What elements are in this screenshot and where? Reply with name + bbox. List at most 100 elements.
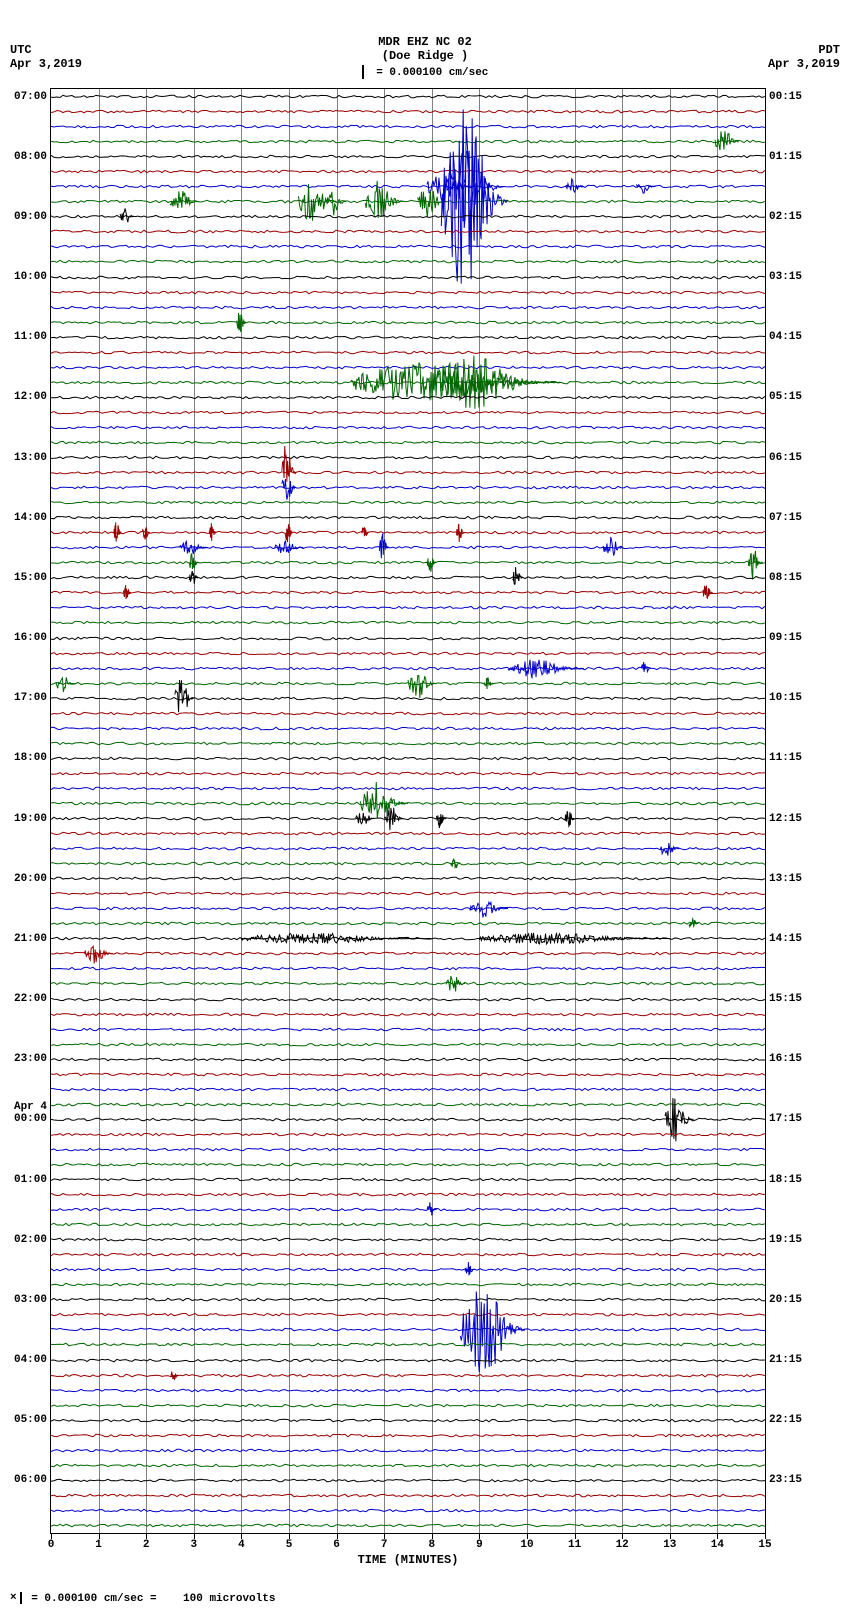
seismic-trace: [51, 164, 765, 179]
pdt-hour-label: 06:15: [769, 452, 817, 464]
seismic-trace: [51, 1247, 765, 1262]
seismic-trace: [51, 1052, 765, 1067]
seismic-trace: [51, 676, 765, 691]
utc-hour-label: 22:00: [0, 993, 47, 1005]
scale-bar-icon: [362, 65, 364, 79]
seismic-trace: [51, 209, 765, 224]
utc-hour-label: Apr 400:00: [0, 1101, 47, 1125]
seismic-trace: [51, 931, 765, 946]
seismic-trace: [51, 766, 765, 781]
scale-text: = 0.000100 cm/sec: [376, 67, 488, 79]
utc-date: Apr 3,2019: [10, 57, 82, 71]
utc-hour-label: 01:00: [0, 1174, 47, 1186]
pdt-hour-label: 07:15: [769, 512, 817, 524]
station-line: MDR EHZ NC 02: [0, 35, 850, 49]
seismic-trace: [51, 856, 765, 871]
seismic-trace: [51, 149, 765, 164]
seismic-trace: [51, 1292, 765, 1307]
pdt-hour-label: 09:15: [769, 632, 817, 644]
utc-hour-label: 07:00: [0, 91, 47, 103]
seismic-trace: [51, 1082, 765, 1097]
x-tick-label: 4: [221, 1539, 261, 1551]
utc-hour-label: 19:00: [0, 813, 47, 825]
seismic-trace: [51, 300, 765, 315]
x-tick-label: 7: [364, 1539, 404, 1551]
x-axis-label: TIME (MINUTES): [51, 1553, 765, 1567]
utc-hour-label: 21:00: [0, 933, 47, 945]
seismic-trace: [51, 600, 765, 615]
x-tick-label: 13: [650, 1539, 690, 1551]
seismic-trace: [51, 1142, 765, 1157]
pdt-hour-label: 04:15: [769, 331, 817, 343]
seismic-trace: [51, 646, 765, 661]
seismic-trace: [51, 104, 765, 119]
seismic-trace: [51, 1007, 765, 1022]
seismic-trace: [51, 1067, 765, 1082]
seismic-trace: [51, 270, 765, 285]
x-tick-label: 0: [31, 1539, 71, 1551]
utc-hour-label: 10:00: [0, 271, 47, 283]
x-tick-label: 12: [602, 1539, 642, 1551]
seismic-trace: [51, 1488, 765, 1503]
seismic-trace: [51, 285, 765, 300]
seismic-trace: [51, 330, 765, 345]
seismic-trace: [51, 134, 765, 149]
scale-top: = 0.000100 cm/sec: [0, 65, 850, 79]
seismic-trace: [51, 510, 765, 525]
pdt-hour-label: 21:15: [769, 1354, 817, 1366]
seismic-trace: [51, 435, 765, 450]
seismic-trace: [51, 961, 765, 976]
pdt-hour-label: 08:15: [769, 572, 817, 584]
footnote-b: 100 microvolts: [183, 1593, 275, 1605]
seismic-trace: [51, 1322, 765, 1337]
seismic-trace: [51, 1398, 765, 1413]
x-tick-label: 3: [174, 1539, 214, 1551]
utc-hour-label: 06:00: [0, 1474, 47, 1486]
seismic-trace: [51, 465, 765, 480]
utc-hour-label: 17:00: [0, 692, 47, 704]
seismic-trace: [51, 841, 765, 856]
pdt-hour-label: 02:15: [769, 211, 817, 223]
seismic-trace: [51, 1187, 765, 1202]
seismic-trace: [51, 615, 765, 630]
x-tick-label: 6: [317, 1539, 357, 1551]
seismic-trace: [51, 555, 765, 570]
seismic-trace: [51, 781, 765, 796]
seismic-trace: [51, 1097, 765, 1112]
seismic-trace: [51, 360, 765, 375]
pdt-hour-label: 17:15: [769, 1113, 817, 1125]
x-tick-label: 14: [697, 1539, 737, 1551]
seismic-trace: [51, 119, 765, 134]
utc-hour-label: 14:00: [0, 512, 47, 524]
seismic-trace: [51, 1458, 765, 1473]
utc-hour-label: 18:00: [0, 752, 47, 764]
seismic-trace: [51, 1037, 765, 1052]
pdt-hour-label: 18:15: [769, 1174, 817, 1186]
header: MDR EHZ NC 02 (Doe Ridge ): [0, 35, 850, 63]
seismic-trace: [51, 992, 765, 1007]
pdt-hour-label: 01:15: [769, 151, 817, 163]
utc-hour-label: 16:00: [0, 632, 47, 644]
seismic-trace: [51, 1022, 765, 1037]
seismic-trace: [51, 976, 765, 991]
seismic-trace: [51, 254, 765, 269]
pdt-hour-label: 20:15: [769, 1294, 817, 1306]
seismic-trace: [51, 1202, 765, 1217]
pdt-hour-label: 05:15: [769, 391, 817, 403]
x-tick-label: 5: [269, 1539, 309, 1551]
utc-hour-label: 15:00: [0, 572, 47, 584]
seismic-trace: [51, 1112, 765, 1127]
seismic-trace: [51, 721, 765, 736]
seismic-trace: [51, 450, 765, 465]
helicorder-chart: TIME (MINUTES) 012345678910111213141507:…: [50, 88, 766, 1534]
seismic-trace: [51, 1518, 765, 1533]
pdt-hour-label: 13:15: [769, 873, 817, 885]
seismic-trace: [51, 736, 765, 751]
seismic-trace: [51, 1262, 765, 1277]
utc-label: UTC: [10, 43, 82, 57]
seismic-trace: [51, 901, 765, 916]
utc-hour-label: 11:00: [0, 331, 47, 343]
seismic-trace: [51, 420, 765, 435]
pdt-hour-label: 10:15: [769, 692, 817, 704]
pdt-hour-label: 03:15: [769, 271, 817, 283]
